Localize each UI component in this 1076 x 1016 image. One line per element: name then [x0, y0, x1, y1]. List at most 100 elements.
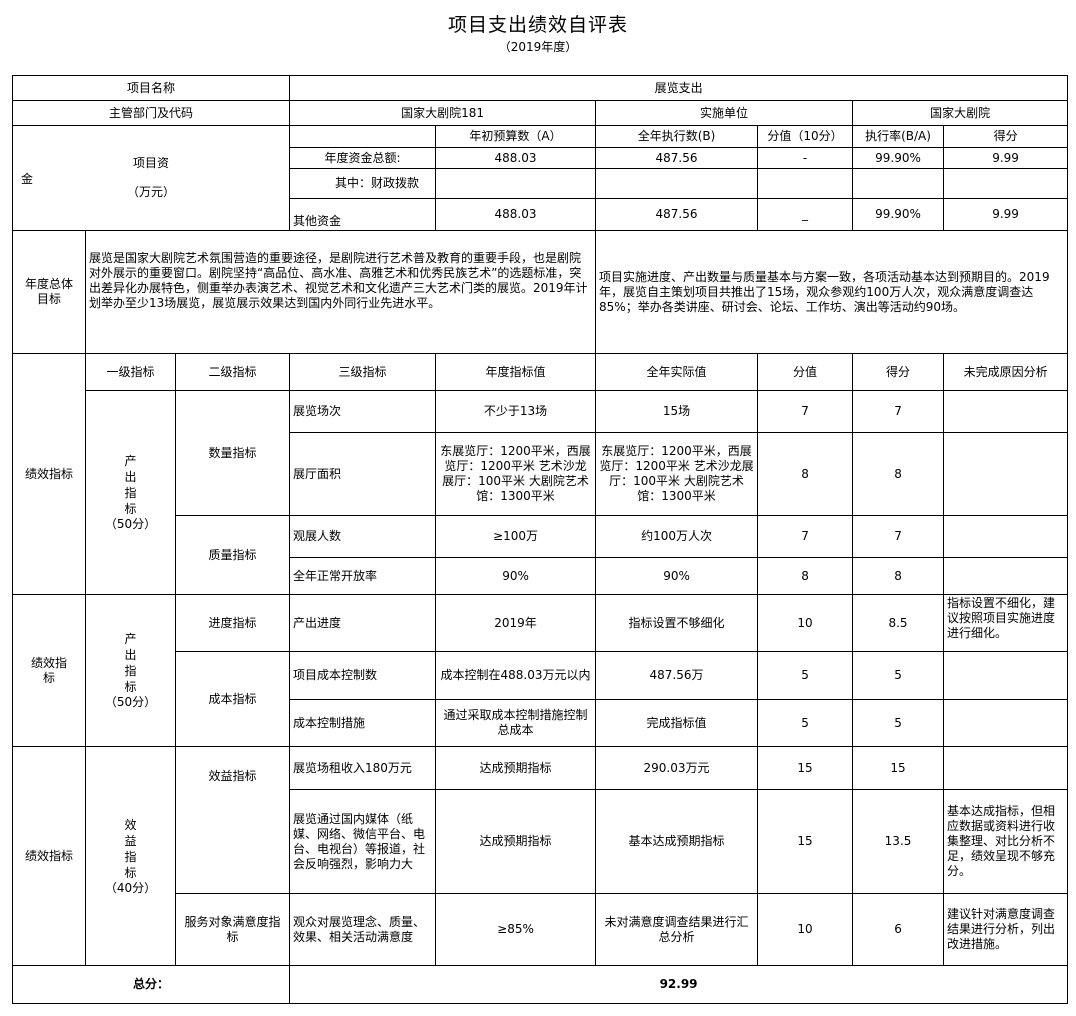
actual-value: 东展览厅：1200平米，西展览厅：1200平米 艺术沙龙展厅：100平米 大剧院… — [595, 432, 759, 516]
weight: 7 — [757, 515, 854, 558]
impl-label: 实施单位 — [595, 100, 854, 126]
level3-label: 展览场租收入180万元 — [289, 746, 437, 790]
level1-cell: 效益指标 （40分） — [85, 746, 176, 966]
funds-row-label: 其中：财政拨款 — [289, 168, 437, 199]
weight: 10 — [757, 594, 854, 652]
col-header: 年度指标值 — [435, 353, 597, 391]
indicator-header-row: 绩效指标 一级指标 二级指标 三级指标 年度指标值 全年实际值 分值 得分 未完… — [12, 353, 1069, 595]
weight: 7 — [757, 390, 854, 433]
dept-label: 主管部门及代码 — [11, 100, 291, 126]
goals-label: 年度总体目标 — [12, 230, 86, 354]
score: 8.5 — [852, 594, 945, 652]
reason — [943, 746, 1069, 790]
indicator-row: 绩效指标 产出指标 （50分） 进度指标 产出进度 2019年 指标设置不够细化 … — [12, 594, 1069, 747]
funds-score-value — [757, 168, 854, 199]
project-name-row: 项目名称 展览支出 — [11, 75, 1069, 101]
indicator-row: 成本控制措施 通过采取成本控制措施控制总成本 完成指标值 5 5 — [13, 699, 1069, 747]
goals-row: 年度总体目标 展览是国家大剧院艺术氛围营造的重要途径，是剧院进行艺术普及教育的重… — [12, 230, 1069, 354]
project-name-label: 项目名称 — [11, 75, 291, 101]
goals-target: 展览是国家大剧院艺术氛围营造的重要途径，是剧院进行艺术普及教育的重要手段，也是剧… — [84, 230, 597, 354]
funds-label-cell: 金 项目资 （万元） — [11, 125, 291, 231]
funds-b — [595, 168, 759, 199]
level3-label: 全年正常开放率 — [289, 557, 437, 595]
page-subtitle: （2019年度） — [498, 40, 578, 54]
level1-score: （50分） — [104, 695, 157, 709]
total-value: 92.99 — [289, 965, 1069, 1004]
score: 5 — [852, 699, 945, 747]
funds-label: 项目资 — [133, 156, 170, 170]
reason: 基本达成指标，但相应数据或资料进行收集整理、对比分析不足，绩效呈现不够充分。 — [943, 789, 1069, 894]
weight: 8 — [757, 557, 854, 595]
score: 8 — [852, 557, 945, 595]
target-value: 通过采取成本控制措施控制总成本 — [435, 699, 597, 747]
funds-a: 488.03 — [435, 198, 597, 231]
level3-label: 展览通过国内媒体（纸媒、网络、微信平台、电台、电视台）等报道，社会反响强烈，影响… — [289, 789, 437, 894]
goals-actual: 项目实施进度、产出数量与质量基本与方案一致，各项活动基本达到预期目的。2019年… — [595, 230, 1069, 354]
reason — [943, 390, 1069, 433]
target-value: ≥100万 — [435, 515, 597, 558]
score: 13.5 — [852, 789, 945, 894]
actual-value: 基本达成预期指标 — [595, 789, 759, 894]
actual-value: 90% — [595, 557, 759, 595]
reason — [943, 651, 1069, 700]
indicator-row: 展厅面积 东展览厅：1200平米，西展览厅：1200平米 艺术沙龙展厅：100平… — [13, 432, 1069, 516]
total-row: 总分： 92.99 — [11, 965, 1069, 1004]
col-header: 三级指标 — [289, 353, 437, 391]
funds-score — [943, 168, 1069, 199]
actual-value: 未对满意度调查结果进行汇总分析 — [595, 893, 759, 966]
col-header: 一级指标 — [85, 353, 176, 391]
level2-label: 效益指标 — [174, 746, 291, 894]
level1-label: 产出指标 — [124, 632, 137, 694]
level3-label: 展览场次 — [289, 390, 437, 433]
dept-row: 主管部门及代码 国家大剧院181 实施单位 国家大剧院 — [11, 100, 1069, 126]
funds-score-value: - — [757, 147, 854, 169]
section-label: 绩效指标 — [12, 594, 86, 747]
indicator-row: 绩效指标 效益指标 （40分） 效益指标 展览场租收入180万元 达成预期指标 2… — [12, 746, 1069, 966]
actual-value: 约100万人次 — [595, 515, 759, 558]
weight: 5 — [757, 651, 854, 700]
target-value: ≥85% — [435, 893, 597, 966]
score: 7 — [852, 515, 945, 558]
score: 6 — [852, 893, 945, 966]
actual-value: 指标设置不够细化 — [595, 594, 759, 652]
weight: 5 — [757, 699, 854, 747]
funds-row: 其他资金 488.03 487.56 _ 99.90% 9.99 — [13, 198, 1069, 231]
score: 7 — [852, 390, 945, 433]
dept-value: 国家大剧院181 — [289, 100, 597, 126]
project-name-value: 展览支出 — [289, 75, 1069, 101]
level3-label: 项目成本控制数 — [289, 651, 437, 700]
level3-label: 展厅面积 — [289, 432, 437, 516]
reason — [943, 515, 1069, 558]
self-evaluation-table: 项目名称 展览支出 主管部门及代码 国家大剧院181 实施单位 国家大剧院 金 … — [11, 75, 1069, 1004]
level3-label: 观展人数 — [289, 515, 437, 558]
level2-label: 成本指标 — [174, 651, 291, 747]
funds-rate: 99.90% — [852, 147, 945, 169]
section-label: 绩效指标 — [12, 746, 86, 966]
actual-value: 290.03万元 — [595, 746, 759, 790]
reason — [943, 432, 1069, 516]
funds-col-header: 分值（10分） — [757, 125, 854, 148]
funds-col-header: 得分 — [943, 125, 1069, 148]
funds-rate: 99.90% — [852, 198, 945, 231]
score: 8 — [852, 432, 945, 516]
actual-value: 完成指标值 — [595, 699, 759, 747]
reason: 指标设置不细化，建议按照项目实施进度进行细化。 — [943, 594, 1069, 652]
funds-empty-header — [289, 125, 437, 148]
funds-row-label: 其他资金 — [289, 198, 437, 231]
funds-score: 9.99 — [943, 198, 1069, 231]
col-header: 未完成原因分析 — [943, 353, 1069, 391]
funds-score-value: _ — [757, 198, 854, 231]
target-value: 达成预期指标 — [435, 789, 597, 894]
actual-value: 487.56万 — [595, 651, 759, 700]
indicator-row: 展览通过国内媒体（纸媒、网络、微信平台、电台、电视台）等报道，社会反响强烈，影响… — [13, 789, 1069, 894]
indicator-row: 服务对象满意度指标 观众对展览理念、质量、效果、相关活动满意度 ≥85% 未对满… — [13, 893, 1069, 966]
col-header: 分值 — [757, 353, 854, 391]
col-header: 二级指标 — [174, 353, 291, 391]
level3-label: 产出进度 — [289, 594, 437, 652]
funds-b: 487.56 — [595, 147, 759, 169]
funds-header-row: 金 项目资 （万元） 年初预算数（A） 全年执行数(B) 分值（10分） 执行率… — [11, 125, 1069, 231]
reason — [943, 699, 1069, 747]
funds-a — [435, 168, 597, 199]
indicator-row: 成本指标 项目成本控制数 成本控制在488.03万元以内 487.56万 5 5 — [13, 651, 1069, 747]
target-value: 不少于13场 — [435, 390, 597, 433]
